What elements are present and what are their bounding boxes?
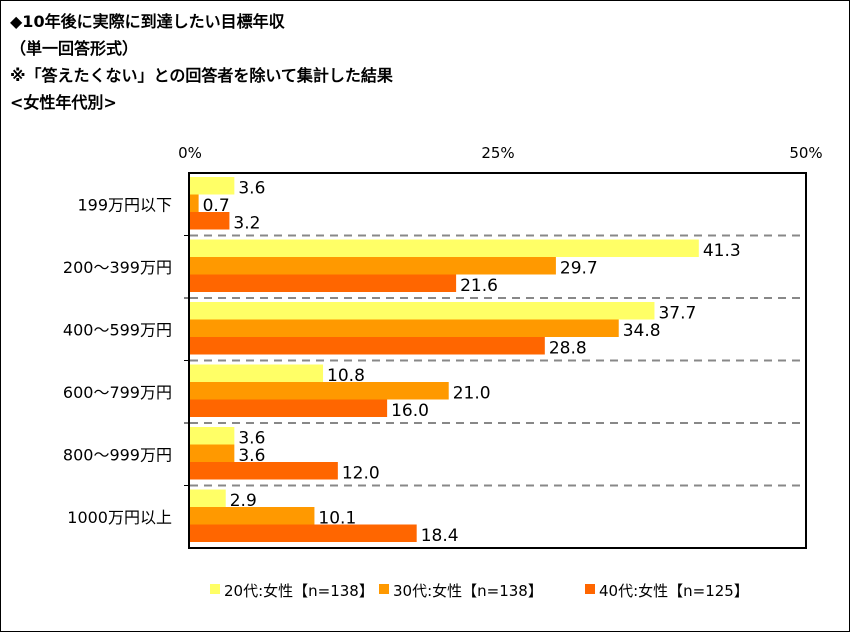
bar bbox=[190, 319, 619, 337]
data-label: 21.6 bbox=[460, 276, 498, 296]
data-label: 3.6 bbox=[238, 429, 265, 449]
legend-label: 30代:女性【n=138】 bbox=[393, 582, 543, 600]
category-label: 200～399万円 bbox=[63, 258, 172, 277]
data-label: 37.7 bbox=[658, 304, 696, 324]
data-label: 21.0 bbox=[453, 384, 491, 404]
legend-label: 20代:女性【n=138】 bbox=[224, 582, 374, 600]
legend-swatch bbox=[210, 584, 220, 594]
data-label: 3.6 bbox=[238, 179, 265, 199]
plot-area bbox=[188, 172, 807, 549]
bar bbox=[190, 489, 226, 507]
bar bbox=[190, 337, 545, 355]
category-label: 600～799万円 bbox=[63, 383, 172, 402]
data-label: 18.4 bbox=[421, 526, 459, 546]
category-label: 1000万円以上 bbox=[67, 508, 172, 527]
data-label: 2.9 bbox=[230, 491, 257, 511]
bar bbox=[190, 257, 556, 275]
chart-subtitle: （単一回答形式） bbox=[10, 39, 139, 58]
chart-title: ◆10年後に実際に到達したい目標年収 bbox=[10, 12, 285, 31]
bar bbox=[190, 364, 324, 382]
bar bbox=[190, 427, 235, 445]
legend-label: 40代:女性【n=125】 bbox=[599, 582, 749, 600]
bar bbox=[190, 382, 449, 400]
bar bbox=[190, 302, 655, 320]
data-label: 3.2 bbox=[233, 214, 260, 234]
legend-swatch bbox=[379, 584, 389, 594]
bar bbox=[190, 274, 457, 292]
category-label: 800～999万円 bbox=[63, 445, 172, 464]
bar bbox=[190, 444, 235, 462]
data-label: 3.6 bbox=[238, 446, 265, 466]
chart-segment-label: <女性年代別> bbox=[10, 93, 117, 112]
data-label: 10.8 bbox=[327, 366, 365, 386]
bar bbox=[190, 524, 417, 542]
data-label: 12.0 bbox=[342, 464, 380, 484]
x-tick-label: 0% bbox=[178, 144, 202, 162]
bar bbox=[190, 194, 199, 212]
x-tick-label: 25% bbox=[481, 144, 514, 162]
bar bbox=[190, 399, 388, 417]
bar bbox=[190, 212, 230, 230]
category-label: 400～599万円 bbox=[63, 320, 172, 339]
chart-note: ※「答えたくない」との回答者を除いて集計した結果 bbox=[10, 66, 393, 85]
data-label: 34.8 bbox=[623, 321, 661, 341]
legend-swatch bbox=[585, 584, 595, 594]
data-label: 0.7 bbox=[203, 196, 230, 216]
bar bbox=[190, 507, 315, 525]
data-label: 10.1 bbox=[318, 509, 356, 529]
data-label: 41.3 bbox=[703, 241, 741, 261]
bar bbox=[190, 177, 235, 195]
data-label: 28.8 bbox=[549, 339, 587, 359]
data-label: 29.7 bbox=[560, 259, 598, 279]
x-tick-label: 50% bbox=[789, 144, 822, 162]
data-label: 16.0 bbox=[391, 401, 429, 421]
bar bbox=[190, 239, 699, 257]
category-label: 199万円以下 bbox=[77, 195, 172, 214]
bar bbox=[190, 462, 338, 480]
